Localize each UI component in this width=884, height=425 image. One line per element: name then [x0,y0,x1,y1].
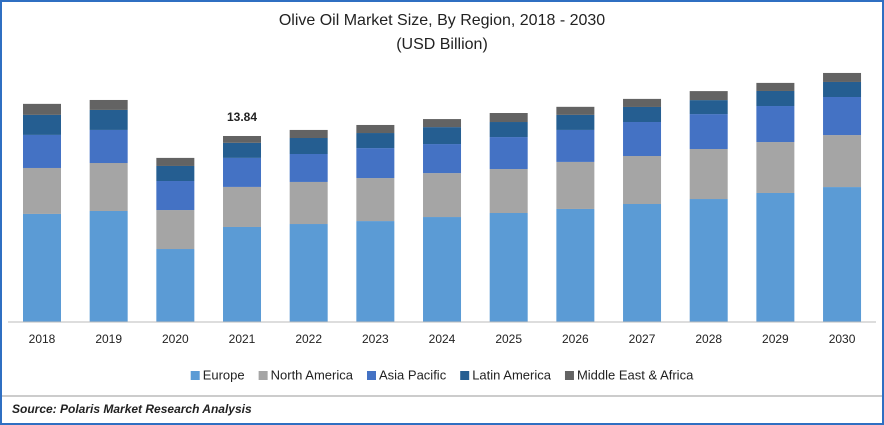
bar-segment [23,167,61,214]
bar-segment [289,154,328,182]
bar-segment [623,98,662,107]
bar-segment [156,249,195,322]
bar-segment [689,149,728,200]
legend-label: Europe [203,367,245,382]
x-tick-label: 2023 [362,332,389,346]
legend-swatch [564,371,574,380]
bar-segment [556,129,595,162]
bar-segment [289,129,328,139]
bar-segment [223,135,262,143]
bar-segment [156,157,195,166]
bar-segment [89,129,128,164]
x-tick-label: 2027 [629,332,656,346]
bar-segment [489,137,528,170]
legend-label: Asia Pacific [379,367,447,382]
bar-segment [489,113,528,123]
bar-segment [623,203,662,322]
bar-segment [156,181,195,211]
bar-segment [689,91,728,101]
bar-segment [623,106,662,123]
bar-segment [756,106,795,143]
bar-segment [223,157,262,187]
bar-segment [623,122,662,157]
legend: Europe North America Asia Pacific Latin Ame… [190,367,694,382]
chart-title: Olive Oil Market Size, By Region, 2018 -… [279,12,605,29]
bar-segment [89,210,128,322]
bar-segment [289,224,328,322]
bar-segment [756,82,795,91]
bar-segment [423,217,462,322]
x-tick-label: 2029 [762,332,789,346]
bar-segment [223,142,262,158]
bar-segment [423,119,462,128]
bar-segment [89,99,128,110]
legend-label: North America [271,367,354,382]
x-tick-label: 2025 [495,332,522,346]
bar-segment [556,161,595,209]
bar-segment [356,148,395,179]
legend-label: Latin America [472,367,552,382]
bar-segment [756,90,795,107]
legend-label: Middle East & Africa [577,367,694,382]
legend-swatch [190,371,200,380]
bar-segment [823,135,862,188]
bar-segment [23,134,61,168]
bar-segment [423,144,462,174]
bar-segment [289,181,328,225]
bar-segment [823,72,862,82]
bar-segment [89,163,128,211]
x-tick-label: 2030 [829,332,856,346]
bar-segment [823,187,862,322]
bar-segment [156,210,195,250]
legend-swatch [460,371,470,380]
bar-segment [89,109,128,130]
bar-segment [23,213,61,322]
legend-swatch [258,371,268,380]
bar-segment [223,186,262,227]
x-tick-label: 2024 [429,332,456,346]
bar-segment [489,169,528,214]
bar-segment [823,81,862,98]
x-tick-label: 2021 [229,332,256,346]
bar-segment [423,173,462,218]
bar-segment [556,208,595,322]
x-tick-label: 2018 [29,332,56,346]
bar-segment [356,221,395,322]
bar-segment [489,122,528,138]
bar-segment [289,138,328,154]
bar-segment [756,192,795,322]
legend-swatch [367,371,376,380]
x-tick-label: 2020 [162,332,189,346]
bar-segment [356,124,395,134]
bar-segment [689,199,728,322]
bar-segment [756,142,795,193]
bar-segment [556,114,595,130]
bar-segment [356,178,395,222]
bar-segment [689,114,728,150]
chart-subtitle: (USD Billion) [396,36,488,53]
bar-segment [23,114,61,135]
bar-segment [689,100,728,115]
x-tick-label: 2026 [562,332,589,346]
bar-segment [623,156,662,204]
bar-segment [223,226,262,322]
bar-segment [556,106,595,115]
source: Source: Polaris Market Research Analysis [12,402,252,416]
x-tick-label: 2019 [95,332,122,346]
bar-segment [156,165,195,182]
bar-segment [489,213,528,322]
bar-segment [423,127,462,145]
data-label: 13.84 [227,110,257,124]
x-tick-label: 2028 [695,332,722,346]
bar-segment [23,103,61,115]
x-tick-label: 2022 [295,332,322,346]
bar-segment [823,97,862,136]
bar-segment [356,133,395,149]
